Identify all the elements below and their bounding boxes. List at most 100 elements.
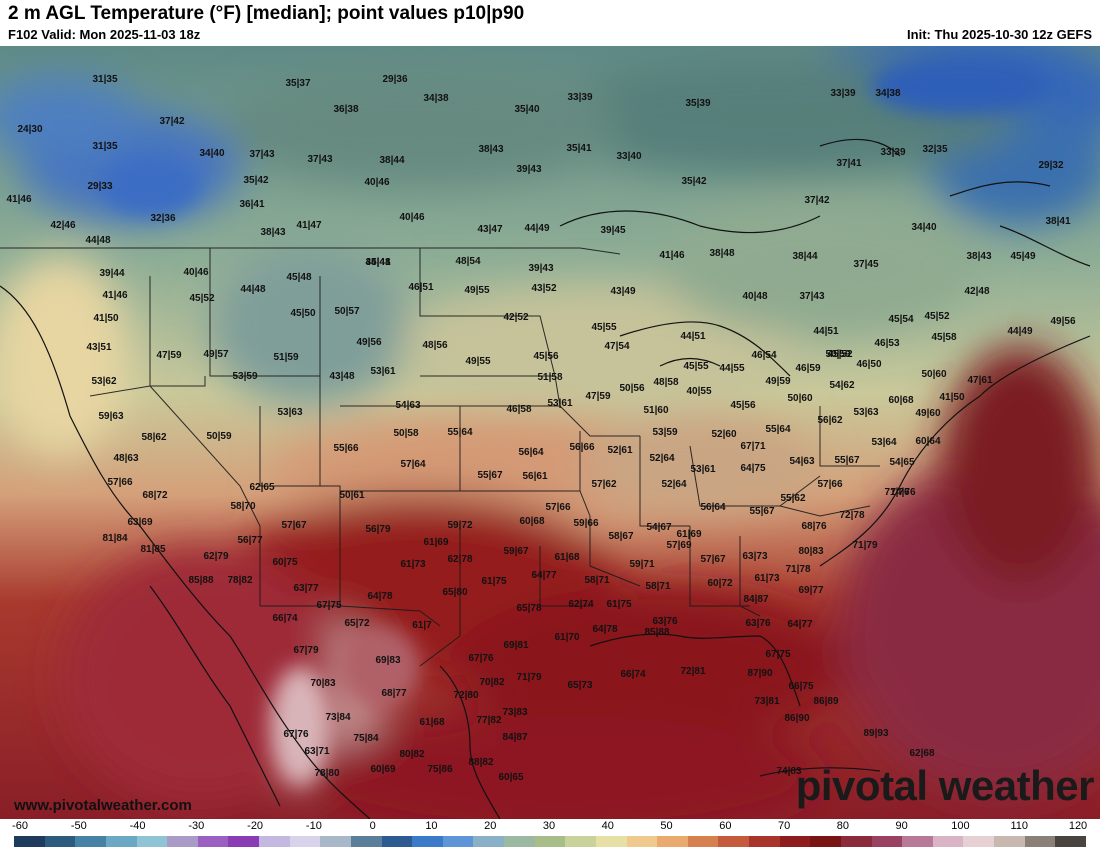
point-value-label: 39|43 [516,164,541,175]
point-value-label: 49|55 [464,285,489,296]
point-value-label: 86|90 [784,713,809,724]
point-value-label: 67|76 [283,729,308,740]
point-value-label: 65|73 [567,680,592,691]
colorbar-swatch [350,836,382,847]
point-value-label: 66|74 [620,669,645,680]
colorbar-swatch [473,836,504,847]
point-value-label: 44|55 [719,363,744,374]
colorbar-swatch [412,836,443,847]
point-value-label: 60|75 [272,557,297,568]
point-value-label: 43|47 [477,224,502,235]
colorbar-tick-label: 110 [1010,820,1028,832]
point-value-label: 61|73 [400,559,425,570]
point-value-label: 47|61 [967,375,992,386]
point-value-label: 32|36 [150,213,175,224]
point-value-label: 80|82 [399,749,424,760]
colorbar-swatch [994,836,1025,847]
colorbar-tick-label: 50 [660,820,673,832]
point-value-label: 68|77 [381,688,406,699]
point-value-label: 56|79 [365,524,390,535]
point-value-label: 61|68 [419,717,444,728]
point-value-label: 75|84 [353,733,378,744]
point-value-label: 41|46 [6,194,31,205]
point-value-label: 39|44 [99,268,124,279]
colorbar-swatch [902,836,933,847]
colorbar-tick-label: 20 [484,820,497,832]
point-value-label: 47|59 [585,391,610,402]
point-value-label: 55|64 [765,424,790,435]
point-value-label: 57|66 [817,479,842,490]
point-value-label: 44|48 [365,257,390,268]
brand-logo-text: pivotal weather [795,762,1095,809]
point-value-label: 60|72 [707,578,732,589]
point-value-label: 73|84 [325,712,350,723]
point-value-label: 51|60 [643,405,668,416]
colorbar-tick-label: 70 [777,820,791,832]
point-value-label: 50|59 [825,349,850,360]
website-watermark: www.pivotalweather.com [14,797,192,814]
point-value-label: 40|46 [399,212,424,223]
colorbar-tick-label: -30 [188,820,205,832]
colorbar-swatch [595,836,627,847]
point-value-label: 57|66 [545,502,570,513]
point-value-label: 33|39 [880,147,905,158]
point-value-label: 35|39 [685,98,710,109]
point-value-label: 63|76 [745,618,770,629]
point-value-label: 58|67 [608,531,633,542]
point-value-label: 89|93 [863,728,888,739]
point-value-label: 42|48 [964,286,989,297]
point-value-label: 56|66 [569,442,594,453]
point-value-label: 54|62 [829,380,854,391]
point-value-label: 65|80 [442,587,467,598]
point-value-label: 55|66 [333,443,358,454]
point-value-label: 72|81 [680,666,705,677]
point-value-label: 32|35 [922,144,947,155]
point-value-label: 49|56 [1050,316,1075,327]
point-value-label: 50|57 [334,306,359,317]
point-value-label: 54|63 [395,400,420,411]
point-value-label: 75|86 [427,764,452,775]
point-value-label: 40|46 [364,177,389,188]
colorbar-tick-label: 40 [601,820,614,832]
point-value-label: 53|59 [652,427,677,438]
point-value-label: 35|40 [514,104,539,115]
point-value-label: 55|67 [834,455,859,466]
point-value-label: 74|76 [890,487,915,498]
point-value-label: 29|36 [382,74,407,85]
point-value-label: 46|53 [874,338,899,349]
colorbar-swatch [259,836,290,847]
point-value-label: 41|46 [102,290,127,301]
colorbar-swatch [749,836,780,847]
colorbar-swatch [381,836,413,847]
point-value-label: 37|43 [249,149,274,160]
point-value-label: 38|43 [966,251,991,262]
point-value-label: 37|43 [799,291,824,302]
point-value-label: 53|61 [370,366,395,377]
colorbar-tick-label: -60 [12,820,28,832]
point-value-label: 60|65 [498,772,523,783]
point-value-label: 45|50 [290,308,315,319]
point-value-label: 64|77 [531,570,556,581]
colorbar-tick-label: 120 [1068,820,1088,832]
point-value-label: 51|59 [273,352,298,363]
point-value-label: 48|63 [113,453,138,464]
point-value-label: 64|78 [592,624,617,635]
point-value-label: 62|74 [568,599,593,610]
point-value-label: 57|64 [400,459,425,470]
point-value-label: 88|82 [468,757,493,768]
point-value-label: 74|83 [776,766,801,777]
colorbar-swatch [718,836,749,847]
point-value-label: 65|72 [344,618,369,629]
point-value-label: 36|38 [333,104,358,115]
colorbar-swatch [963,836,994,847]
point-value-label: 39|45 [600,225,625,236]
point-value-label: 71|79 [516,672,541,683]
colorbar-swatch [626,836,658,847]
point-value-label: 57|66 [107,477,132,488]
point-value-label: 43|49 [610,286,635,297]
point-value-label: 87|90 [747,668,772,679]
point-value-label: 50|60 [787,393,812,404]
point-value-label: 44|51 [813,326,838,337]
point-value-label: 46|54 [751,350,776,361]
point-value-label: 60|64 [915,436,940,447]
